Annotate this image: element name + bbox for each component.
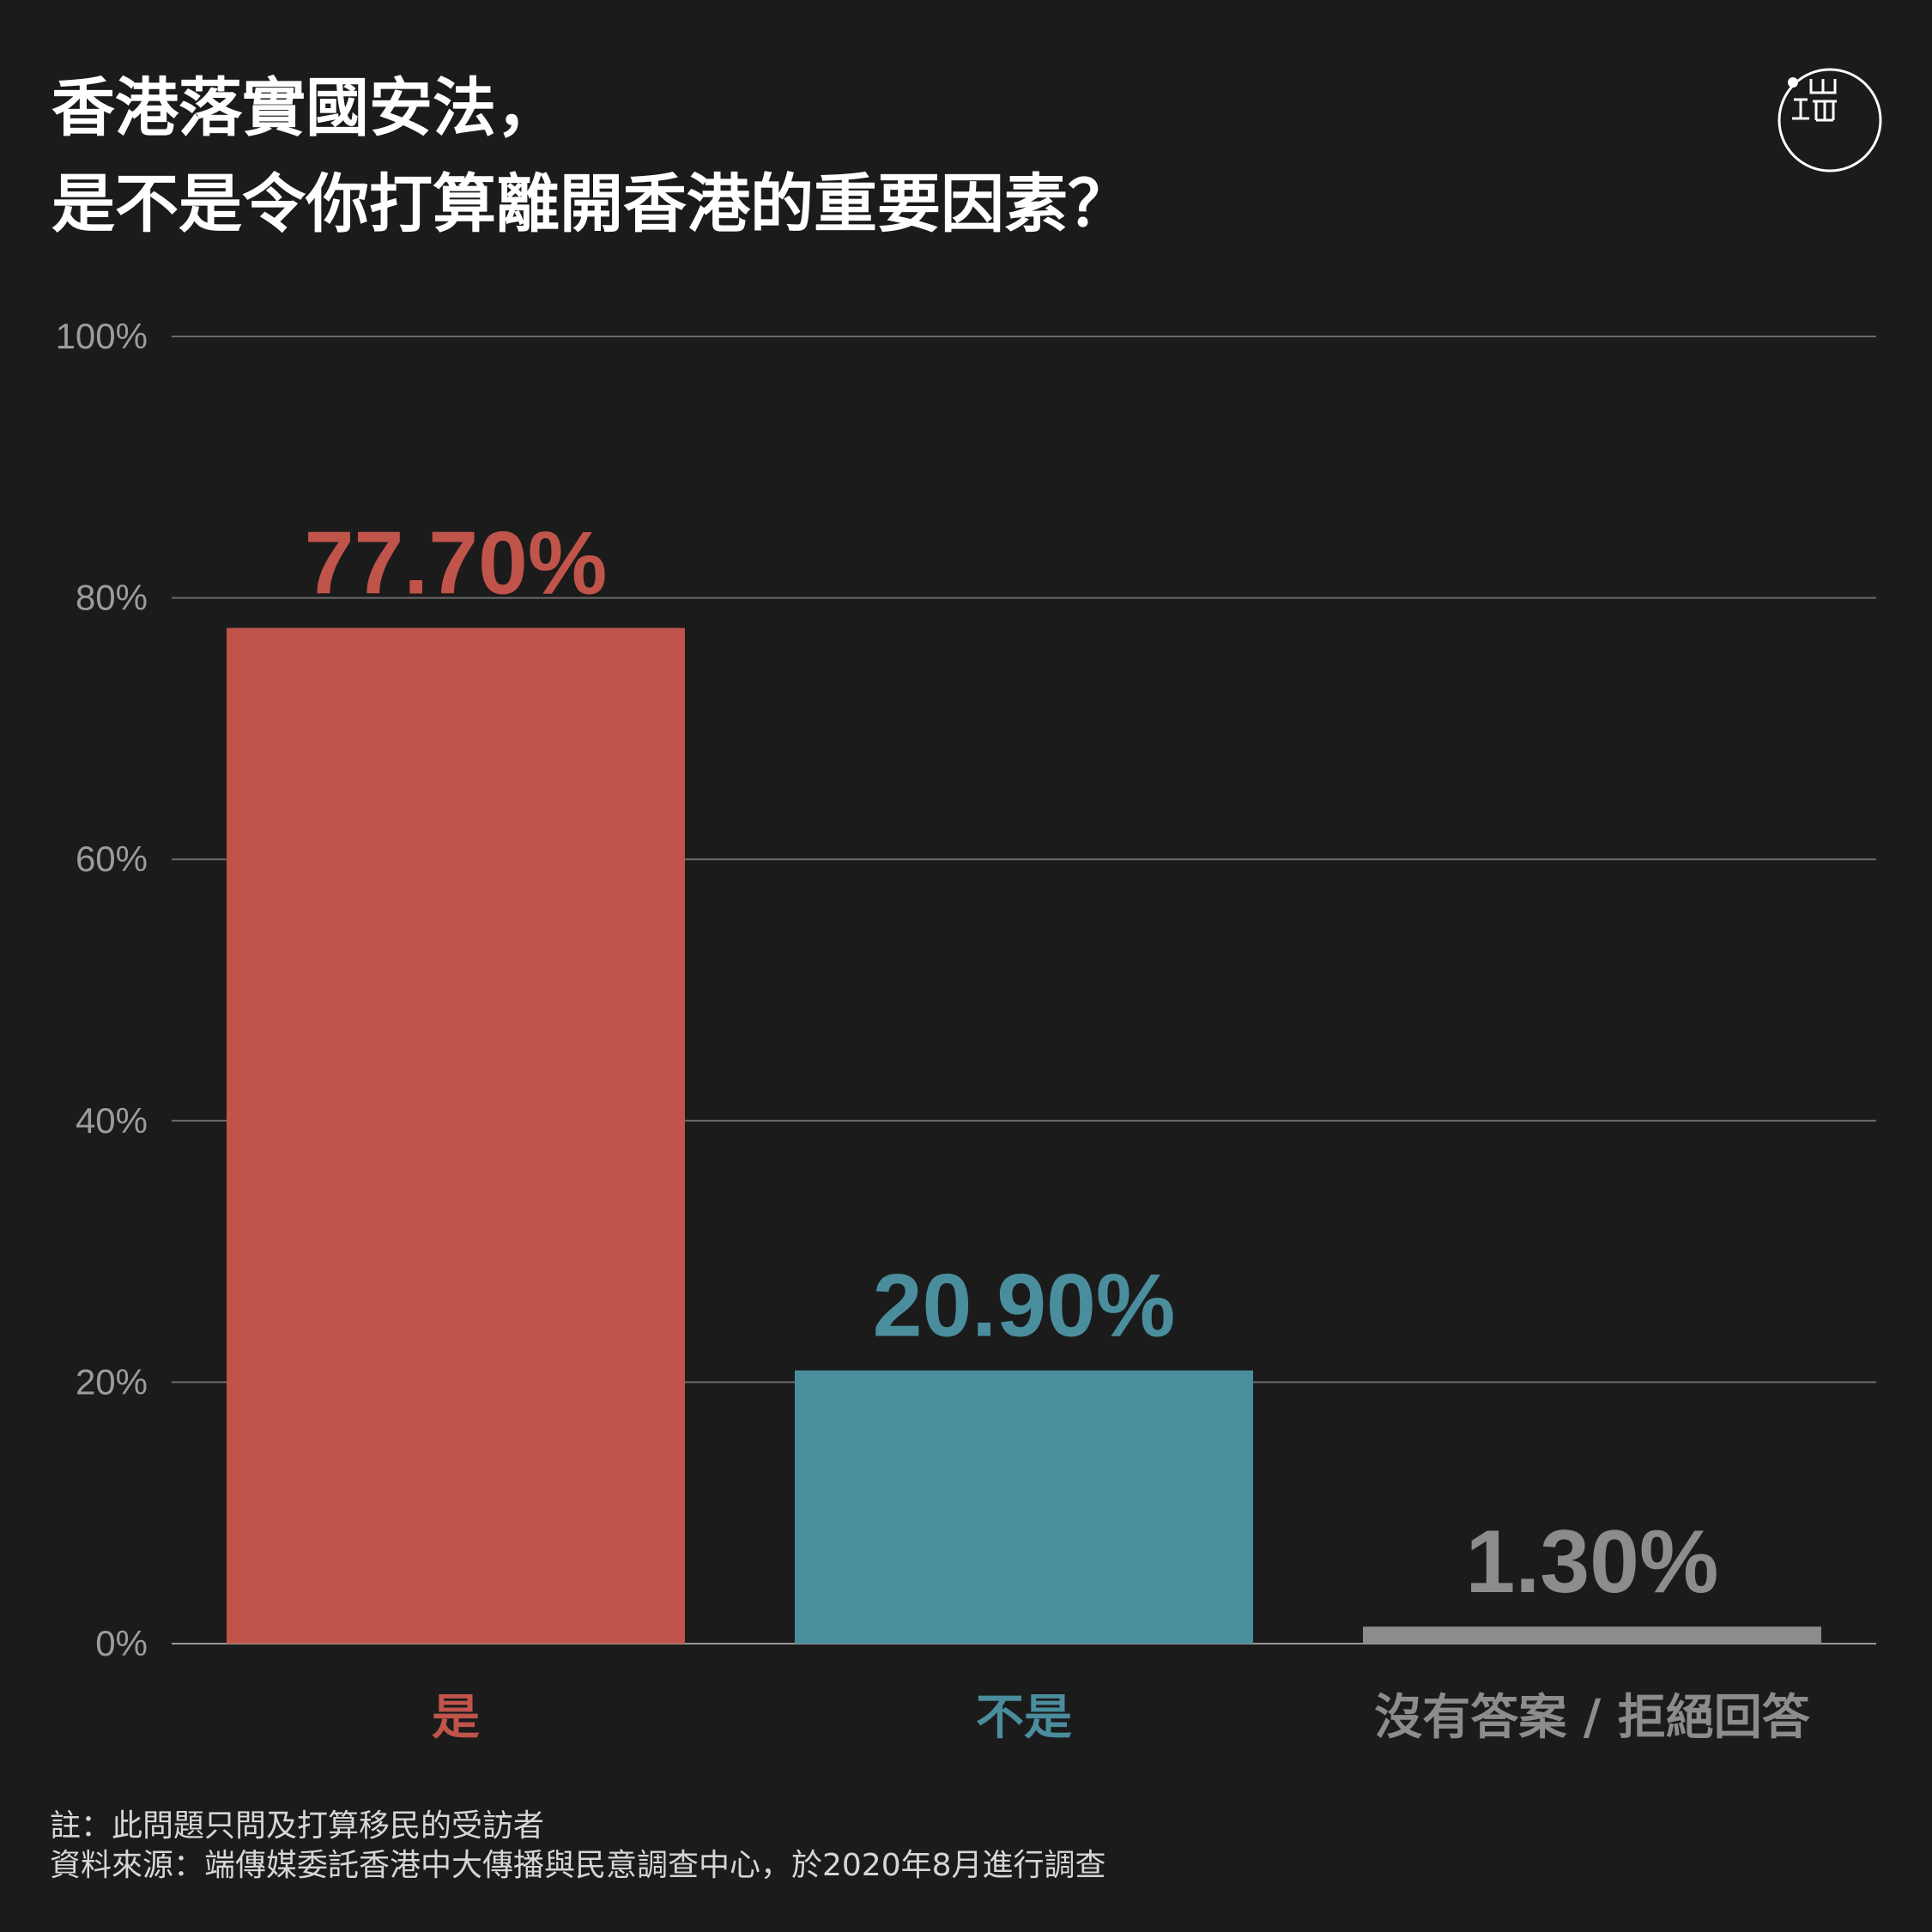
y-tick-label: 20% — [76, 1361, 148, 1402]
footnotes: 註：此問題只問及打算移民的受訪者 資料來源：端傳媒委託香港中大傳播與民意調查中心… — [50, 1807, 1106, 1886]
footnote-source: 資料來源：端傳媒委託香港中大傳播與民意調查中心，於2020年8月進行調查 — [50, 1848, 1106, 1883]
bar — [1363, 1626, 1821, 1644]
initium-media-logo-icon — [1778, 68, 1882, 173]
y-tick-label: 40% — [76, 1100, 148, 1141]
y-tick-label: 80% — [76, 578, 148, 618]
title-line-1: 香港落實國安法， — [51, 71, 560, 145]
bar — [227, 627, 685, 1644]
data-label: 77.70% — [305, 514, 608, 614]
y-tick-label: 60% — [76, 839, 148, 879]
y-tick-label: 100% — [56, 316, 148, 356]
title-line-2: 是不是令你打算離開香港的重要因素？ — [51, 167, 1131, 241]
data-label: 20.90% — [873, 1257, 1176, 1356]
data-label: 1.30% — [1466, 1512, 1719, 1612]
category-label: 是 — [432, 1690, 480, 1746]
bar — [795, 1370, 1253, 1644]
chart-title: 香港落實國安法， 是不是令你打算離開香港的重要因素？ — [51, 60, 1131, 252]
y-tick-label: 0% — [95, 1623, 148, 1663]
footnote-note: 註：此問題只問及打算移民的受訪者 — [50, 1808, 545, 1844]
category-label: 不是 — [976, 1690, 1072, 1746]
category-label: 沒有答案 / 拒絕回答 — [1374, 1690, 1810, 1746]
